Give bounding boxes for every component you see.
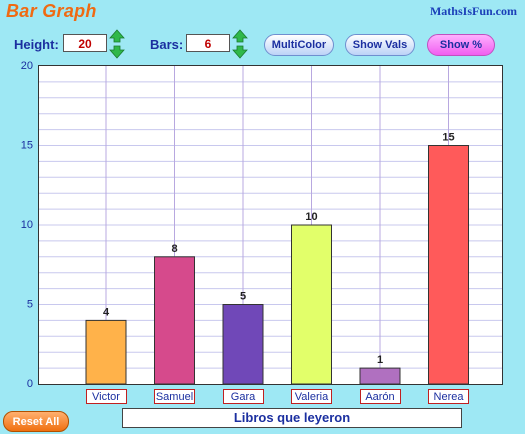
bars-spinner-icon[interactable] [232,29,248,59]
y-tick-label: 10 [21,219,33,231]
height-spinner-icon[interactable] [109,29,125,59]
bar-chart: 4 8 5 10 1 15 [39,66,502,385]
height-label: Height: [14,37,59,52]
bar-samuel[interactable] [154,256,195,385]
category-label-nerea[interactable]: Nerea [428,389,469,404]
show-percent-button[interactable]: Show % [427,34,495,56]
bar-value-label: 8 [171,243,177,255]
reset-all-button[interactable]: Reset All [3,411,69,432]
y-tick-label: 5 [27,299,33,311]
bar-valeria[interactable] [291,224,332,385]
multicolor-button[interactable]: MultiColor [264,34,334,56]
brand-link[interactable]: MathsIsFun.com [429,4,517,18]
category-label-gara[interactable]: Gara [222,389,264,404]
category-label-aarón[interactable]: Aarón [359,389,401,404]
bar-value-label: 1 [377,354,383,366]
y-axis: 0 5 10 15 20 [21,60,33,390]
bar-aarón[interactable] [359,367,401,385]
x-axis-title[interactable]: Libros que leyeron [122,408,462,428]
bar-value-label: 10 [305,211,317,223]
y-tick-label: 0 [27,378,33,390]
bars-input[interactable]: 6 [186,34,230,52]
app-title: Bar Graph [6,1,97,21]
y-tick-label: 15 [21,140,33,152]
bar-gara[interactable] [222,304,264,385]
category-label-valeria[interactable]: Valeria [291,389,332,404]
bar-nerea[interactable] [428,145,469,385]
show-values-button[interactable]: Show Vals [345,34,415,56]
bar-value-label: 5 [240,291,246,303]
bar-value-label: 15 [442,132,454,144]
chart-plot-area: 4 8 5 10 1 15 [38,65,503,385]
bar-value-label: 4 [103,306,110,318]
y-tick-label: 20 [21,60,33,72]
category-label-samuel[interactable]: Samuel [154,389,195,404]
height-input[interactable]: 20 [63,34,107,52]
bars-label: Bars: [150,37,184,52]
bar-victor[interactable] [85,319,127,385]
category-label-victor[interactable]: Victor [85,389,127,404]
